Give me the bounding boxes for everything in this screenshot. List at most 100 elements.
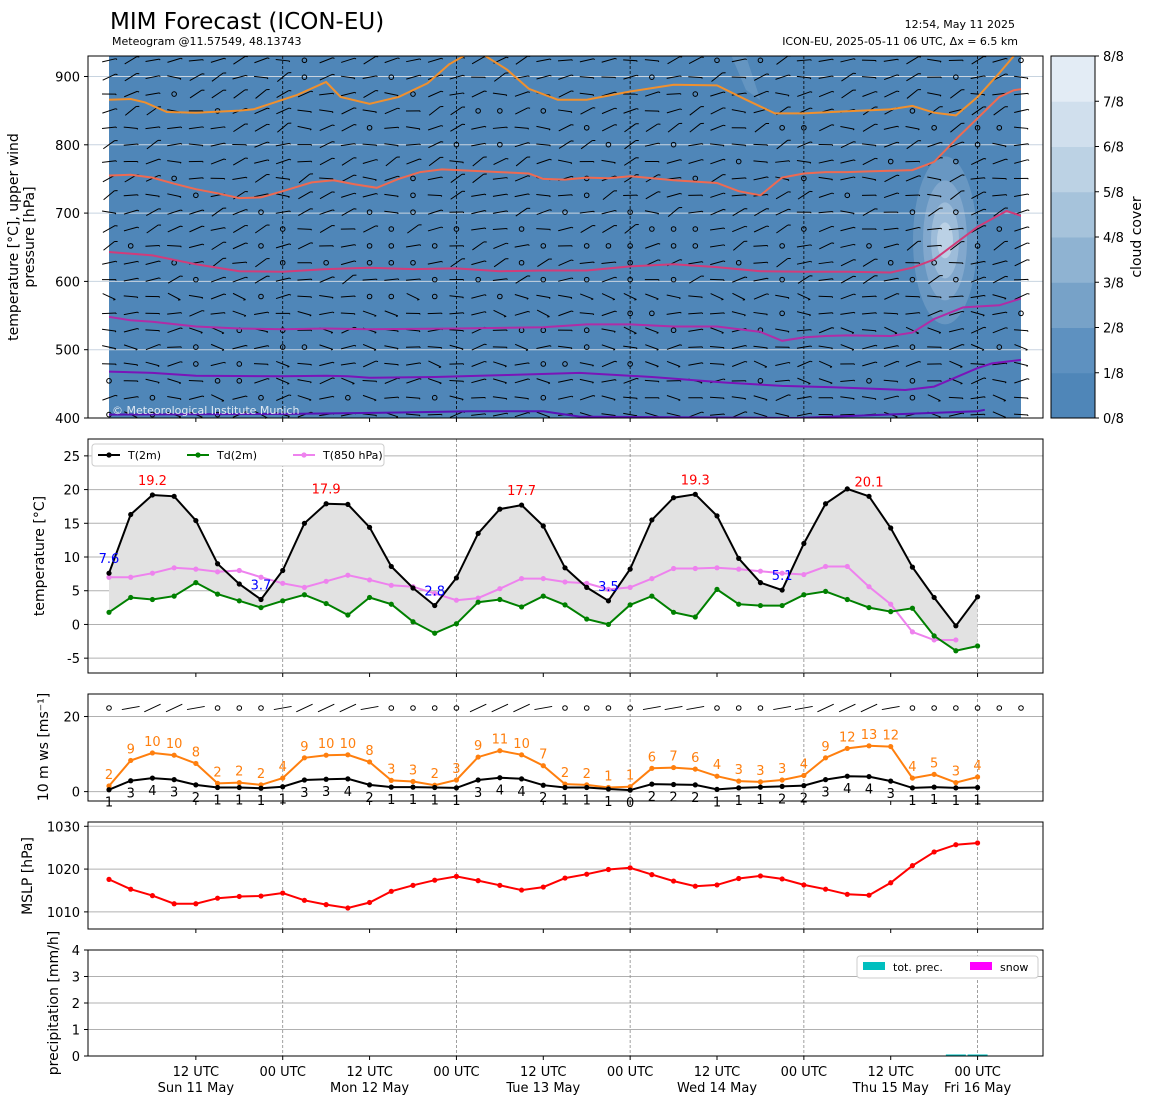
t2m-point xyxy=(757,580,764,586)
gust-label: 3 xyxy=(778,762,786,777)
wind-barb-flag xyxy=(831,242,835,244)
t2m-point xyxy=(801,540,807,547)
calm-marker xyxy=(431,276,438,283)
wind-barb xyxy=(818,278,833,281)
wind-barb-flag xyxy=(224,361,226,364)
mean-wind-point xyxy=(670,781,677,788)
calm-marker xyxy=(345,394,351,401)
calm-marker xyxy=(453,226,460,232)
wind-barb-flag xyxy=(614,91,617,94)
wind-barb xyxy=(557,345,573,349)
wind-barb-flag xyxy=(505,398,508,400)
t850-point xyxy=(757,568,764,574)
wind-barb xyxy=(992,379,1007,383)
x-tick-date: Fri 16 May xyxy=(944,1081,1011,1096)
wind-barb xyxy=(341,208,355,216)
wind-barb xyxy=(123,311,138,316)
wind-barb-flag xyxy=(723,208,726,211)
wind-barb-flag xyxy=(441,57,444,60)
wind-barb xyxy=(275,293,290,300)
td2m-point xyxy=(193,580,199,586)
t2m-point xyxy=(366,524,373,530)
wind-barb xyxy=(536,58,551,63)
wind-barb xyxy=(277,122,289,133)
gust-label: 3 xyxy=(452,762,460,777)
wind-barb xyxy=(558,378,572,383)
t850-point xyxy=(627,584,633,590)
wind-barb-flag xyxy=(267,107,270,110)
wind-barb-flag xyxy=(374,399,377,402)
mslp-point xyxy=(931,849,937,855)
mean-wind-label: 1 xyxy=(279,793,287,808)
wind-barb-flag xyxy=(1005,260,1008,263)
wind-barb-flag xyxy=(506,242,509,245)
colorbar-tick-label: 7/8 xyxy=(1103,95,1124,110)
wind-barb xyxy=(232,261,247,264)
wind-barb xyxy=(645,344,659,350)
min-temp-label: 7.6 xyxy=(99,552,120,567)
calm-marker xyxy=(388,259,395,266)
wind-barb-flag xyxy=(810,260,813,263)
wind-barb-flag xyxy=(897,74,900,76)
gust-label: 9 xyxy=(300,740,308,755)
wind-barb xyxy=(667,207,680,217)
wind-barb-flag xyxy=(962,344,965,346)
wind-barb xyxy=(1014,344,1028,351)
wind-barb xyxy=(754,73,767,81)
mean-wind-label: 2 xyxy=(691,791,699,806)
wind-barb xyxy=(601,360,616,368)
t2m-point xyxy=(323,501,329,507)
wind-barb xyxy=(362,193,377,198)
wind-barb xyxy=(927,193,942,197)
wind-barb-flag xyxy=(983,377,987,379)
wind-barb xyxy=(427,260,442,265)
wind-barb xyxy=(796,345,811,349)
wind-barb xyxy=(210,326,225,334)
t2m-point xyxy=(714,513,720,519)
wind-barb xyxy=(905,175,920,182)
wind-barb-flag xyxy=(982,314,985,317)
wind-barb-flag xyxy=(897,277,899,280)
wind-barb xyxy=(514,294,529,299)
wind-barb xyxy=(862,176,876,181)
colorbar-tick-label: 3/8 xyxy=(1103,276,1124,291)
mean-wind-point xyxy=(432,784,438,791)
mslp-point xyxy=(128,886,134,892)
wind-barb xyxy=(232,395,247,400)
wind-barb xyxy=(1014,378,1028,384)
wind-barb-flag xyxy=(1027,226,1030,229)
td2m-point xyxy=(106,609,112,615)
wind-barb xyxy=(558,259,572,266)
mean-wind-point xyxy=(410,784,416,790)
wind-barb-flag xyxy=(332,377,335,379)
wind-barb xyxy=(666,395,681,401)
wind-barb xyxy=(449,312,464,315)
wind-barb xyxy=(580,107,594,115)
wind-barb xyxy=(319,276,333,283)
wind-barb-flag xyxy=(506,193,508,196)
calm-marker xyxy=(193,361,199,367)
gust-label: 10 xyxy=(513,737,530,752)
wind-barb-flag xyxy=(810,412,813,415)
wind-barb-flag xyxy=(656,298,659,301)
wind-barb xyxy=(492,412,507,417)
wind-barb-flag xyxy=(571,175,574,178)
t2m-point xyxy=(605,598,612,604)
wind-barb xyxy=(732,292,746,301)
wind-barb xyxy=(514,126,529,129)
mslp-point xyxy=(801,882,807,888)
wind-barb xyxy=(623,345,638,349)
wind-barb-flag xyxy=(766,313,768,316)
max-temp-label: 17.7 xyxy=(507,484,536,499)
wind-barb xyxy=(341,192,355,198)
x-tick-date: Mon 12 May xyxy=(330,1081,409,1096)
wind-barb xyxy=(340,143,355,147)
wind-barb xyxy=(601,310,616,317)
wind-barb xyxy=(471,343,485,351)
td2m-point xyxy=(497,596,503,603)
wind-barb-flag xyxy=(461,398,464,401)
wind-barb xyxy=(167,75,182,80)
wind-barb-flag xyxy=(548,128,551,131)
y-tick-label: 20 xyxy=(63,711,80,726)
wind-barb xyxy=(624,140,637,150)
